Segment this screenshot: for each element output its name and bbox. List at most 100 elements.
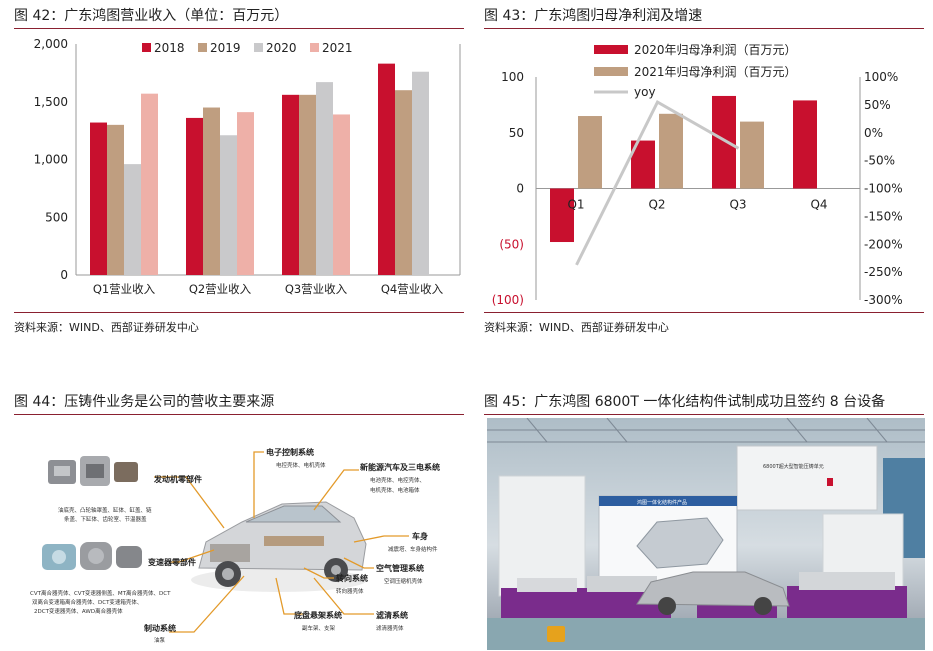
brake-label: 制动系统 (144, 623, 176, 633)
board-car-frame (636, 517, 724, 569)
fig44-title: 图 44：压铸件业务是公司的营收主要来源 (14, 394, 275, 410)
fig43-legend-label: 2021年归母净利润（百万元） (634, 65, 797, 79)
body-desc: 减震塔、车身结构件 (388, 545, 438, 553)
fig42-legend-swatch-2018 (142, 43, 151, 52)
fig43-y2-tick-label: -250% (864, 265, 903, 279)
nev-desc-1: 电池壳体、电控壳体、 (370, 476, 425, 484)
fig43-bar (712, 95, 736, 189)
fig42-legend-swatch-2019 (198, 43, 207, 52)
machine-banner-text: 6800T超大型智能压铸单元 (763, 463, 824, 470)
fig43-y2-tick-label: -100% (864, 182, 903, 196)
fig43-x-tick-label: Q4 (810, 198, 827, 212)
floor-sign (547, 626, 565, 642)
brake-desc: 油泵 (154, 636, 166, 644)
fig42-legend-swatch-2021 (310, 43, 319, 52)
fig43-y-tick-label: (100) (492, 293, 524, 307)
fig42-bar-2020 (220, 135, 237, 275)
fig43-bar (793, 100, 817, 189)
body-label: 车身 (412, 531, 428, 541)
ceiling-truss (487, 418, 925, 443)
fig42-source: 资料来源：WIND、西部证券研发中心 (14, 321, 199, 334)
fig42-title: 图 42：广东鸿图营业收入（单位：百万元） (14, 8, 289, 24)
fig42-bar-2021 (141, 93, 158, 275)
fig42-chart: 0 500 1,000 1,500 2,000 Q1营业收入 Q2营业收入 Q3营业收入 Q4营… (34, 37, 461, 296)
grey-car (636, 571, 790, 607)
transmission-desc-3: 2DCT变速器壳体、AWD离合器壳体 (34, 607, 123, 615)
fig45-title-rule (484, 414, 924, 415)
fig43-y2-tick-label: -50% (864, 154, 895, 168)
fig43-x-tick-label: Q1 (567, 198, 584, 212)
fig42-y-tick-label: 500 (45, 210, 68, 224)
transmission-desc-2: 双离合变速箱离合器壳体、DCT变速箱壳体、 (32, 598, 142, 606)
display-board-header (599, 496, 737, 506)
filter-desc: 滤清器壳体 (376, 624, 404, 632)
casting-part-2 (587, 576, 657, 592)
fig43-x-tick-label: Q2 (648, 198, 665, 212)
fig43-y2-tick-label: -150% (864, 209, 903, 223)
fig43-y-tick-label: 100 (501, 70, 524, 84)
steering-desc: 转向器壳体 (336, 587, 364, 595)
fig43-y2-tick-label: 0% (864, 126, 883, 140)
fig42-legend-label: 2019 (210, 41, 241, 55)
fig43-legend-label: yoy (634, 85, 656, 99)
fig43-legend-swatch-2020 (594, 45, 628, 54)
fig43-source: 资料来源：WIND、西部证券研发中心 (484, 321, 669, 334)
fig45-photo: 6800T超大型智能压铸单元 鸿图一体化结构件产品 (487, 418, 925, 650)
connector-lines (154, 451, 409, 633)
fig42-x-tick-label: Q1营业收入 (93, 282, 156, 296)
fig42-source-rule (14, 312, 464, 313)
machine-logo (827, 478, 833, 486)
electronic-desc: 电控壳体、电机壳体 (276, 461, 326, 469)
fig45-title: 图 45：广东鸿图 6800T 一体化结构件试制成功且签约 8 台设备 (484, 394, 886, 410)
press-machine (736, 445, 878, 511)
air-management-desc: 空调压缩机壳体 (384, 577, 423, 585)
fig42-bar-2018 (282, 94, 299, 275)
transmission-parts-image (42, 542, 142, 570)
nev-desc-2: 电机壳体、电池箱体 (370, 486, 420, 494)
stand-right (787, 586, 907, 618)
fig42-x-tick-label: Q2营业收入 (189, 282, 252, 296)
filter-label: 滤清系统 (376, 610, 408, 620)
fig43-x-tick-label: Q3 (729, 198, 746, 212)
fig43-source-rule (484, 312, 924, 313)
steering-label: 转向系统 (336, 573, 368, 583)
fig43-y2-tick-label: -200% (864, 237, 903, 251)
casting-part-1 (517, 578, 577, 592)
fig43-legend-swatch-2021 (594, 67, 628, 76)
fig42-x-tick-label: Q4营业收入 (381, 282, 444, 296)
fig42-legend-label: 2020 (266, 41, 297, 55)
fig42-bar-2021 (333, 114, 350, 275)
fig43-bar (659, 113, 683, 189)
fig42-bar-2019 (107, 124, 124, 275)
fig43-bar (740, 121, 764, 189)
engine-parts-image (48, 456, 138, 486)
fig42-bar-2019 (395, 90, 412, 275)
fig43-y-tick-label: 0 (516, 182, 524, 196)
transmission-desc-1: CVT离合器壳体、CVT变速器侧盖、MT离合器壳体、DCT (30, 589, 171, 597)
fig42-bar-2019 (299, 94, 316, 275)
fig42-title-rule (14, 28, 464, 29)
chassis-desc: 副车架、支架 (302, 624, 336, 632)
fig42-bar-2020 (412, 71, 429, 275)
chassis-label: 底盘悬架系统 (293, 610, 342, 620)
fig42-bar-2018 (186, 117, 203, 275)
fig42-bar-2020 (124, 164, 141, 275)
curtain-left (498, 475, 586, 597)
fig42-bar-2018 (378, 63, 395, 276)
fig42-legend-label: 2018 (154, 41, 185, 55)
fig42-bar-2018 (90, 122, 107, 275)
fig43-legend-label: 2020年归母净利润（百万元） (634, 43, 797, 57)
fig42-y-tick-label: 2,000 (34, 37, 68, 51)
fig43-title-rule (484, 28, 924, 29)
fig42-bar-2019 (203, 107, 220, 276)
fig42-legend-swatch-2020 (254, 43, 263, 52)
engine-desc-2: 条盖、下缸体、齿轮室、节温器盖 (64, 515, 147, 523)
fig42-y-tick-label: 0 (60, 268, 68, 282)
fig43-y2-tick-label: 50% (864, 98, 891, 112)
fig43-bar (550, 188, 574, 243)
casting-part-3 (799, 572, 895, 590)
fig42-y-tick-label: 1,000 (34, 153, 68, 167)
fig42-legend-label: 2021 (322, 41, 353, 55)
fig42-x-tick-label: Q3营业收入 (285, 282, 348, 296)
engine-label: 发动机零部件 (153, 474, 202, 484)
